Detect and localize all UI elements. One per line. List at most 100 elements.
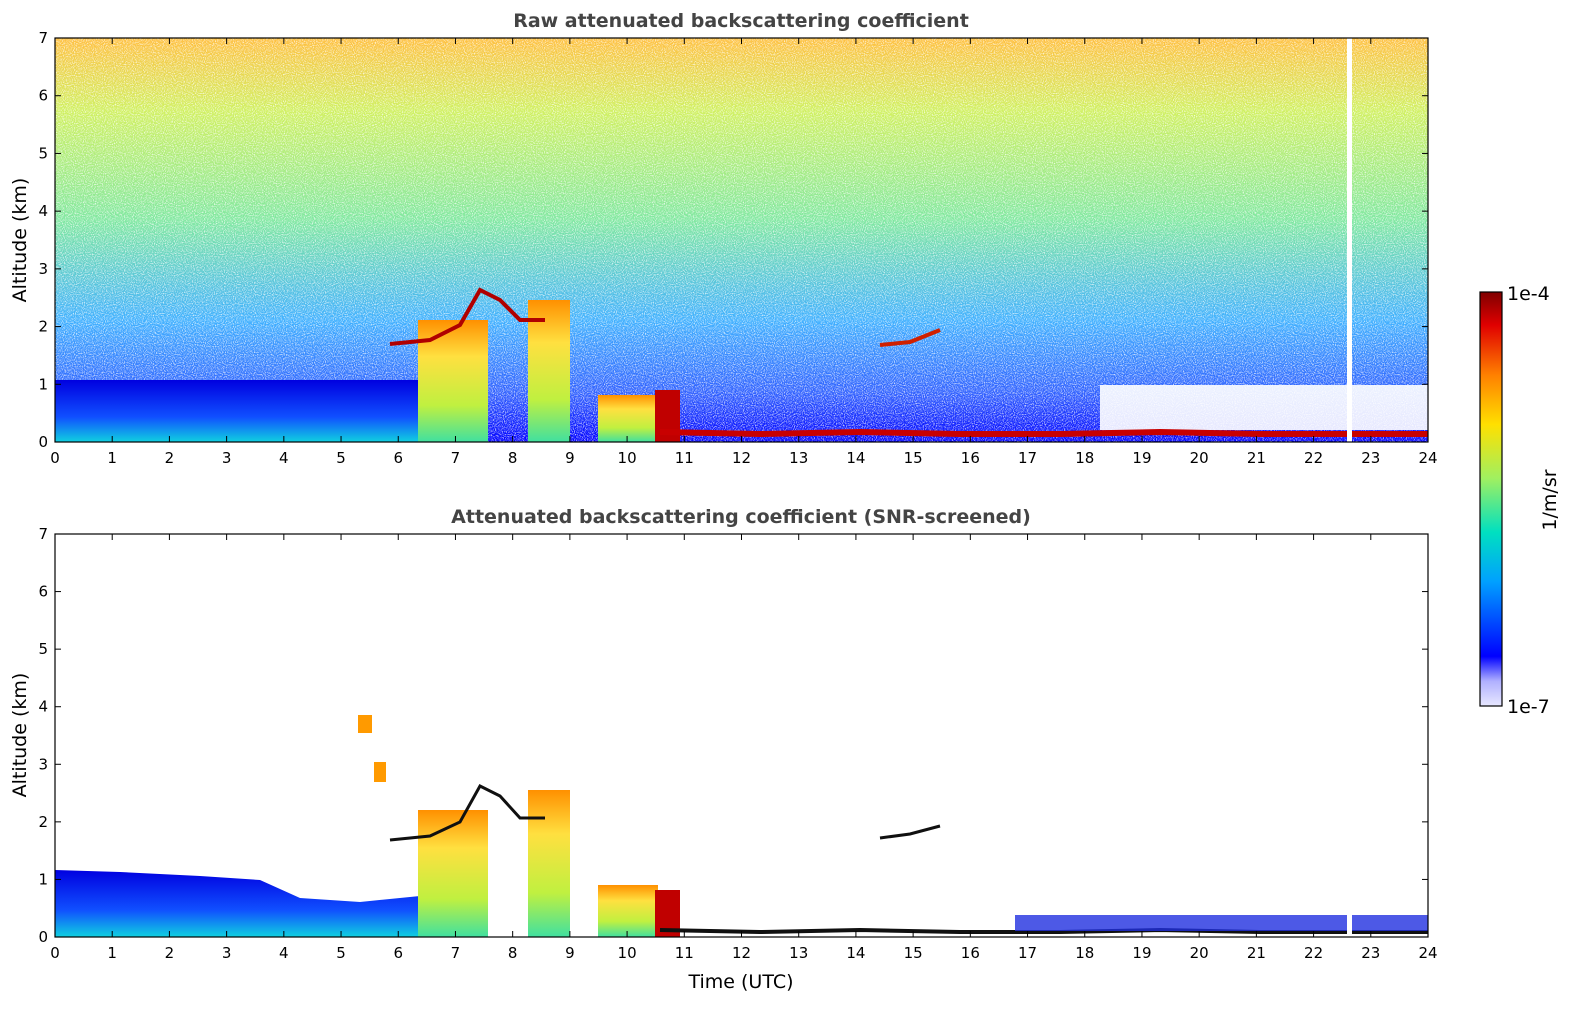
colorbar (1479, 291, 1503, 707)
top-panel-heatmap (55, 38, 1428, 442)
top-x-tick-label: 1 (107, 449, 117, 467)
top-x-tick-label: 12 (732, 449, 751, 467)
top-elevated-layer (389, 287, 545, 346)
top-y-tick-label: 3 (38, 260, 48, 278)
top-y-tick-label: 1 (38, 375, 48, 393)
top-data-gap (1347, 38, 1352, 442)
top-y-axis: 0 1 2 3 4 5 6 7 (38, 29, 1428, 451)
top-surface-layer (659, 428, 1428, 438)
top-x-tick-label: 19 (1132, 449, 1151, 467)
top-x-tick-label: 16 (961, 449, 980, 467)
bottom-cloud-column-b (528, 790, 570, 937)
top-y-tick-label: 4 (38, 202, 48, 220)
top-x-tick-label: 5 (336, 449, 346, 467)
bottom-y-tick-label: 5 (38, 640, 48, 658)
top-y-tick-label: 5 (38, 144, 48, 162)
bottom-y-axis: 0 1 2 3 4 5 6 7 (38, 525, 1428, 946)
top-cirrus-layer (879, 328, 941, 347)
bottom-surface-layer (659, 927, 1428, 935)
colorbar-unit-label: 1/m/sr (1539, 469, 1561, 530)
bottom-panel-heatmap (55, 534, 1428, 937)
bottom-x-axis: 0 1 2 3 4 5 6 7 8 9 10 11 12 13 14 15 16 17 18 19 20 21 22 23 24 (50, 534, 1438, 962)
bottom-x-tick-label: 24 (1418, 944, 1437, 962)
bottom-background (55, 534, 1428, 937)
bottom-y-tick-label: 3 (38, 755, 48, 773)
top-x-tick-label: 14 (846, 449, 865, 467)
top-x-tick-label: 23 (1361, 449, 1380, 467)
top-x-tick-label: 13 (789, 449, 808, 467)
top-x-tick-label: 4 (279, 449, 289, 467)
top-boundary-layer (55, 380, 420, 442)
bottom-x-tick-label: 5 (336, 944, 346, 962)
bottom-y-tick-label: 1 (38, 870, 48, 888)
bottom-x-tick-label: 15 (904, 944, 923, 962)
bottom-x-tick-label: 6 (393, 944, 403, 962)
bottom-y-tick-label: 2 (38, 813, 48, 831)
bottom-x-tick-label: 2 (165, 944, 175, 962)
top-x-tick-label: 15 (904, 449, 923, 467)
top-y-axis-label: Altitude (km) (9, 178, 31, 303)
colorbar-max-label: 1e-4 (1507, 283, 1550, 305)
bottom-y-axis-label: Altitude (km) (9, 673, 31, 798)
top-x-tick-label: 0 (50, 449, 60, 467)
bottom-x-tick-label: 11 (675, 944, 694, 962)
top-cloud-column-c (598, 395, 658, 442)
bottom-x-tick-label: 1 (107, 944, 117, 962)
bottom-x-tick-label: 4 (279, 944, 289, 962)
bottom-y-tick-label: 7 (38, 525, 48, 543)
colorbar-min-label: 1e-7 (1507, 696, 1550, 718)
top-panel-title: Raw attenuated backscattering coefficien… (513, 10, 969, 32)
top-x-tick-label: 10 (618, 449, 637, 467)
bottom-cloud-column-a (418, 810, 488, 937)
bottom-x-tick-label: 12 (732, 944, 751, 962)
top-x-tick-label: 3 (222, 449, 232, 467)
bottom-x-tick-label: 7 (451, 944, 461, 962)
bottom-boundary-layer (55, 870, 420, 937)
bottom-evening-layer (1015, 915, 1428, 931)
bottom-x-tick-label: 17 (1018, 944, 1037, 962)
top-x-tick-label: 9 (565, 449, 575, 467)
top-y-tick-label: 6 (38, 87, 48, 105)
top-x-tick-label: 2 (165, 449, 175, 467)
top-x-axis: 0 1 2 3 4 5 6 7 8 9 10 11 12 13 14 15 16 17 18 19 20 21 22 23 24 (50, 38, 1438, 467)
top-x-tick-label: 8 (508, 449, 518, 467)
x-axis-label: Time (UTC) (687, 971, 793, 993)
bottom-panel-title: Attenuated backscattering coefficient (S… (451, 506, 1031, 528)
bottom-x-tick-label: 23 (1361, 944, 1380, 962)
bottom-elevated-layer (389, 784, 545, 842)
bottom-x-tick-label: 8 (508, 944, 518, 962)
bottom-cloud-column-c (598, 885, 658, 937)
bottom-x-tick-label: 20 (1190, 944, 1209, 962)
bottom-x-tick-label: 18 (1075, 944, 1094, 962)
top-noise-overlay (55, 38, 1428, 442)
top-x-tick-label: 22 (1304, 449, 1323, 467)
bottom-y-tick-label: 4 (38, 698, 48, 716)
bottom-x-tick-label: 16 (961, 944, 980, 962)
bottom-x-tick-label: 21 (1247, 944, 1266, 962)
bottom-cirrus-layer (879, 824, 941, 840)
bottom-aerosol-plume-low (374, 762, 386, 782)
bottom-y-tick-label: 0 (38, 928, 48, 946)
top-y-tick-label: 2 (38, 318, 48, 336)
top-x-tick-label: 11 (675, 449, 694, 467)
bottom-aerosol-plume (358, 715, 372, 733)
top-x-tick-label: 24 (1418, 449, 1437, 467)
top-x-tick-label: 17 (1018, 449, 1037, 467)
bottom-x-tick-label: 13 (789, 944, 808, 962)
top-y-tick-label: 0 (38, 433, 48, 451)
bottom-x-tick-label: 22 (1304, 944, 1323, 962)
bottom-x-tick-label: 0 (50, 944, 60, 962)
bottom-x-tick-label: 19 (1132, 944, 1151, 962)
top-x-tick-label: 6 (393, 449, 403, 467)
top-x-tick-label: 21 (1247, 449, 1266, 467)
top-clear-region (1100, 385, 1428, 430)
top-x-tick-label: 18 (1075, 449, 1094, 467)
top-y-tick-label: 7 (38, 29, 48, 47)
bottom-x-tick-label: 10 (618, 944, 637, 962)
bottom-y-tick-label: 6 (38, 583, 48, 601)
bottom-x-tick-label: 3 (222, 944, 232, 962)
bottom-data-gap (1347, 915, 1352, 937)
top-cloud-column-b (528, 300, 570, 442)
bottom-x-tick-label: 14 (846, 944, 865, 962)
